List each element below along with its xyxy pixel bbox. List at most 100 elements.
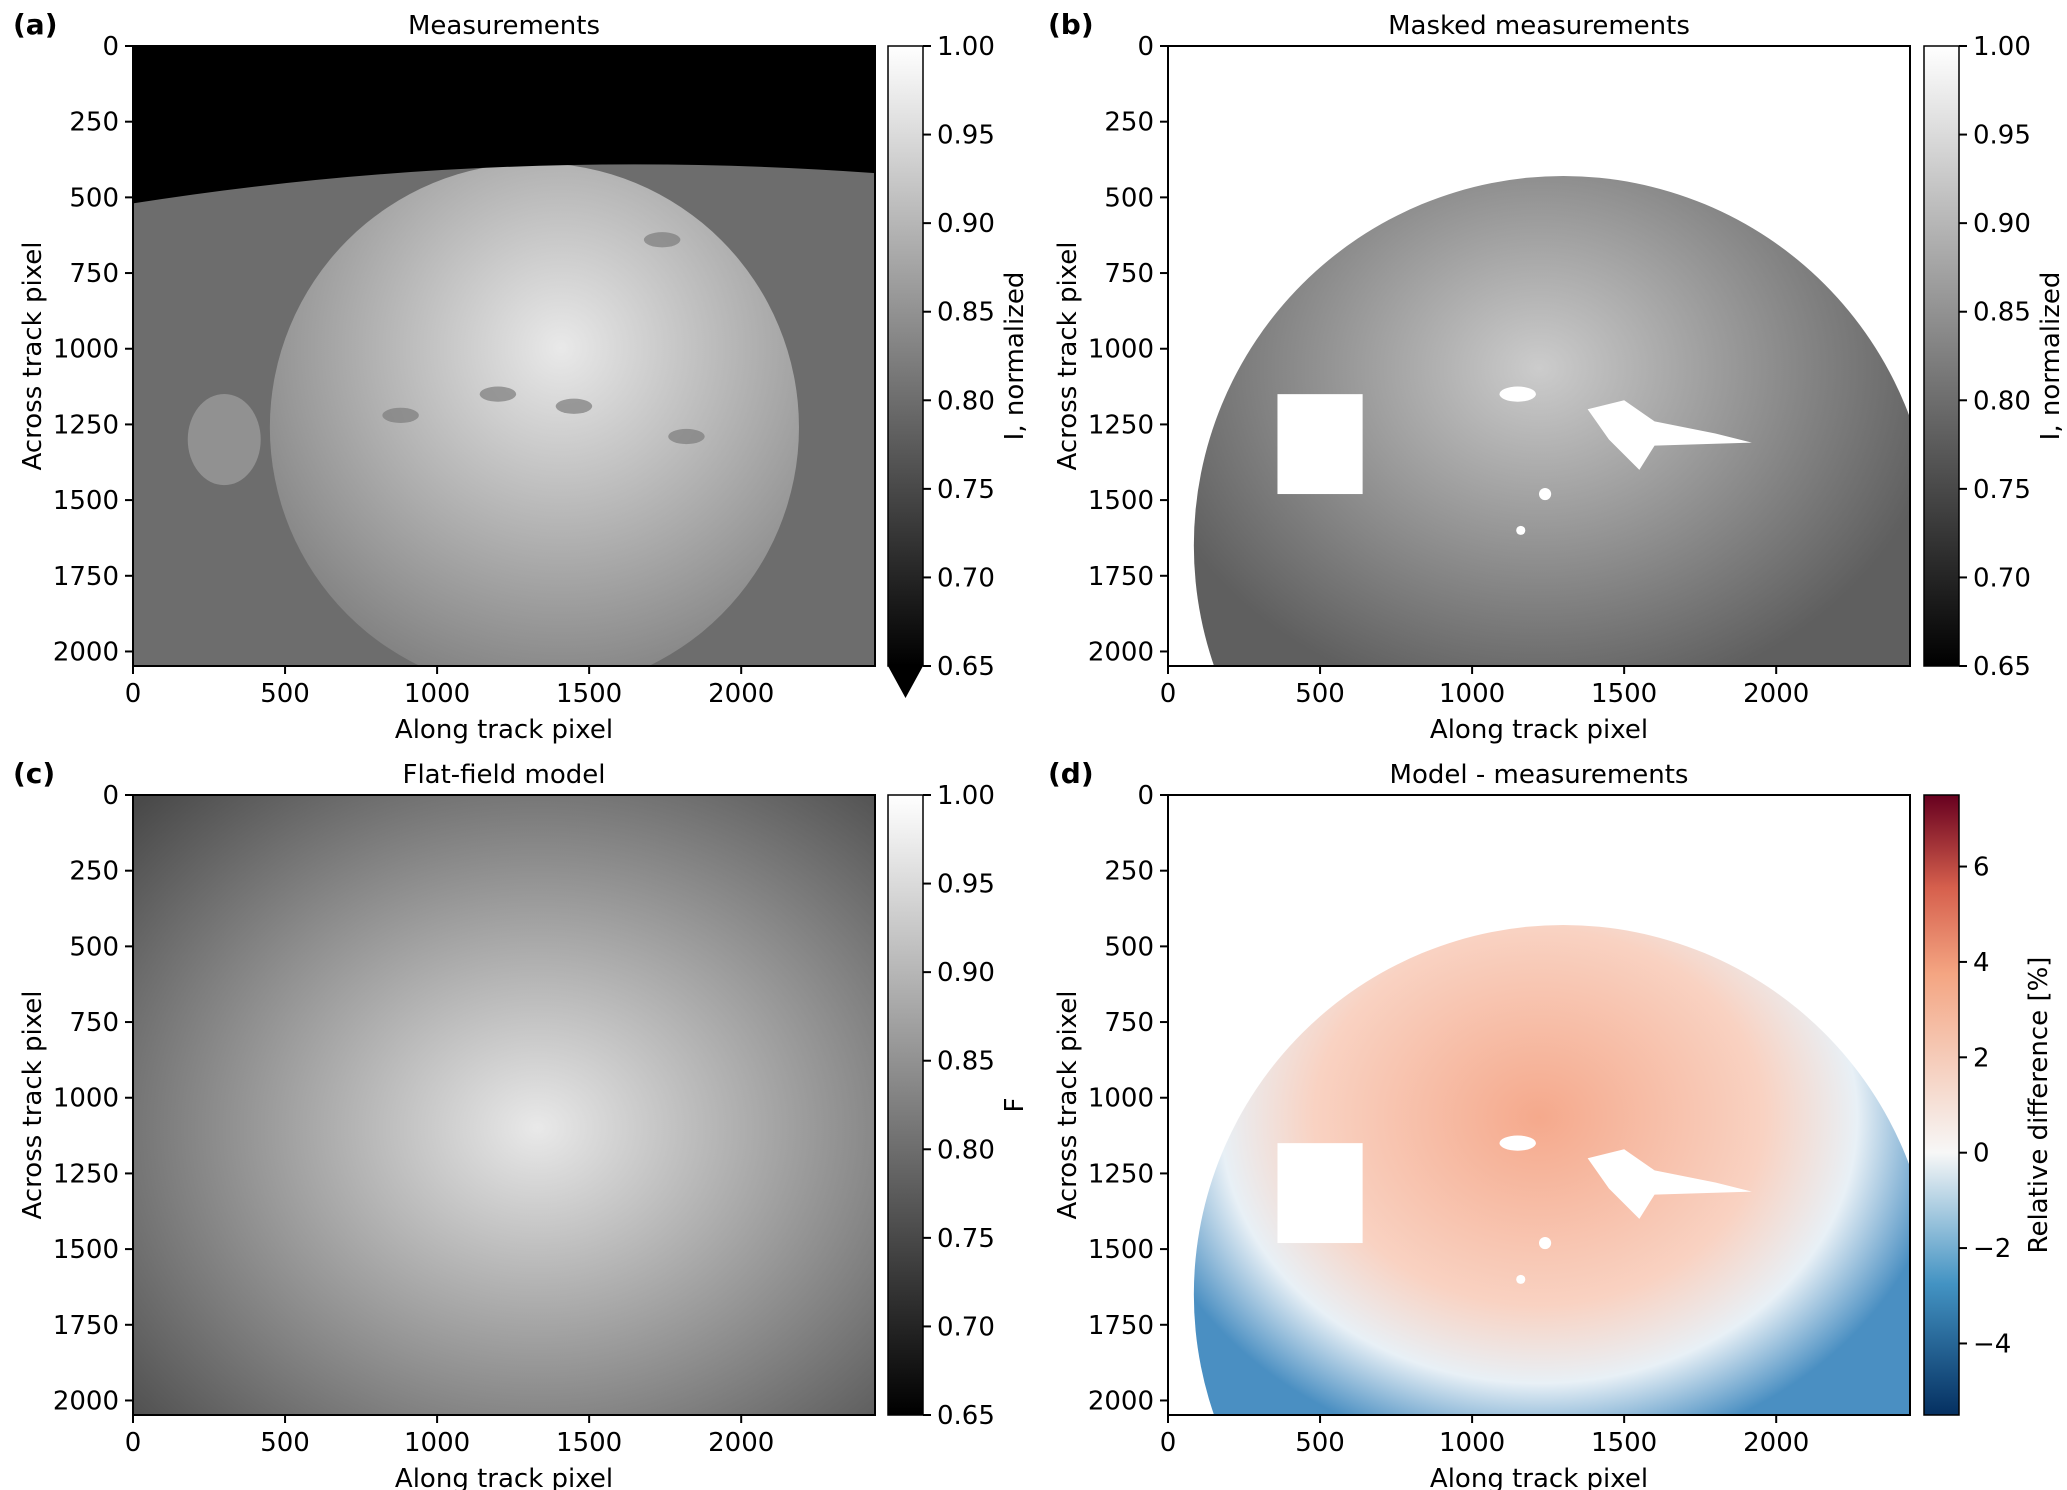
colorbar-tick-label: 0.95 <box>937 121 995 151</box>
masked-blob <box>1539 1236 1552 1250</box>
panel-title: Flat-field model <box>402 760 605 790</box>
x-tick-label: 500 <box>1295 679 1345 709</box>
flat-field-fill <box>133 795 875 1415</box>
x-tick-label: 0 <box>125 679 142 709</box>
image-area <box>1193 925 1910 1415</box>
colorbar-tick-label: 1.00 <box>937 781 995 811</box>
colorbar: 1.00 0.95 0.90 0.85 0.80 0.75 0.70 0.65 I, norma… <box>887 32 1030 698</box>
colorbar-tick-label: 0.90 <box>1973 209 2031 239</box>
masked-blob <box>1499 386 1536 402</box>
x-tick-label: 1000 <box>1439 1428 1505 1458</box>
masked-blob <box>1587 400 1752 470</box>
colorbar-gradient <box>1923 45 1960 667</box>
x-axis-label: Along track pixel <box>395 715 613 745</box>
x-tick-label: 2000 <box>708 1428 774 1458</box>
panel-title: Masked measurements <box>1388 11 1690 41</box>
y-tick-label: 250 <box>1104 857 1154 887</box>
colorbar-tick-label: 0.75 <box>937 475 995 505</box>
colorbar: 1.00 0.95 0.90 0.85 0.80 0.75 0.70 0.65 F <box>887 781 1030 1431</box>
masked-blob <box>1516 1274 1526 1284</box>
y-tick-label: 0 <box>102 781 119 811</box>
panel-label: (d) <box>1048 757 1094 790</box>
colorbar-tick-label: 0.70 <box>937 1312 995 1342</box>
y-tick-label: 0 <box>1137 781 1154 811</box>
y-tick-label: 250 <box>69 857 119 887</box>
panel-label: (b) <box>1048 8 1094 41</box>
y-tick-label: 0 <box>102 32 119 62</box>
x-tick-label: 2000 <box>708 679 774 709</box>
y-tick-label: 1250 <box>53 1159 119 1189</box>
x-tick-label: 2000 <box>1743 679 1809 709</box>
colorbar-tick-label: 0.65 <box>937 652 995 682</box>
bright-patch <box>187 393 261 486</box>
y-tick-label: 1500 <box>53 486 119 516</box>
colorbar-label: I, normalized <box>1000 272 1030 441</box>
image-area <box>133 795 875 1415</box>
colorbar-extend-arrow <box>888 666 923 698</box>
y-tick-label: 1750 <box>53 562 119 592</box>
x-axis-label: Along track pixel <box>1430 715 1648 745</box>
colorbar-label: Relative difference [%] <box>2024 957 2054 1254</box>
sun-disk <box>269 162 799 666</box>
colorbar-tick-label: 0.80 <box>1973 386 2031 416</box>
panel-a: 0 500 1000 1500 2000025050075010001250150017… <box>13 8 1030 745</box>
panel-label: (a) <box>13 8 58 41</box>
panel-label: (c) <box>13 757 55 790</box>
x-tick-label: 500 <box>260 1428 310 1458</box>
y-tick-label: 1750 <box>1088 562 1154 592</box>
y-tick-label: 750 <box>1104 1008 1154 1038</box>
axes-frame <box>132 794 876 1416</box>
colorbar-tick-label: −4 <box>1973 1329 2011 1359</box>
panel-b: 0 500 1000 1500 2000025050075010001250150017… <box>1048 8 2066 745</box>
colorbar-tick-label: 0.85 <box>1973 298 2031 328</box>
image-area <box>1193 176 1910 666</box>
colorbar-tick-label: 0 <box>1973 1139 1990 1169</box>
masked-blob <box>1499 1135 1536 1151</box>
axes-frame <box>1167 794 1911 1416</box>
x-tick-label: 0 <box>1160 1428 1177 1458</box>
colorbar-gradient <box>887 45 924 667</box>
y-axis-label: Across track pixel <box>1053 991 1083 1220</box>
image-area <box>133 46 875 666</box>
x-axis-label: Along track pixel <box>395 1464 613 1490</box>
y-tick-label: 1000 <box>53 1084 119 1114</box>
spot-0 <box>479 386 517 402</box>
dark-top-region <box>133 46 875 204</box>
x-tick-label: 0 <box>125 1428 142 1458</box>
colorbar-tick-label: 0.65 <box>1973 652 2031 682</box>
y-tick-label: 250 <box>69 108 119 138</box>
colorbar: 1.00 0.95 0.90 0.85 0.80 0.75 0.70 0.65 I, norma… <box>1923 32 2066 682</box>
axes-frame <box>1167 45 1911 667</box>
colorbar-tick-label: 0.75 <box>937 1224 995 1254</box>
colorbar-tick-label: 0.75 <box>1973 475 2031 505</box>
y-tick-label: 250 <box>1104 108 1154 138</box>
disk-fill <box>1193 925 1910 1415</box>
masked-rectangle <box>1277 1143 1363 1244</box>
x-tick-label: 1000 <box>404 1428 470 1458</box>
colorbar-tick-label: −2 <box>1973 1234 2011 1264</box>
colorbar-tick-label: 0.80 <box>937 1135 995 1165</box>
spot-1 <box>555 398 593 414</box>
masked-blob <box>1516 525 1526 535</box>
disk-region <box>1193 176 1910 666</box>
y-tick-label: 1500 <box>1088 1235 1154 1265</box>
x-tick-label: 1000 <box>1439 679 1505 709</box>
y-tick-label: 2000 <box>1088 1386 1154 1416</box>
colorbar-tick-label: 0.90 <box>937 958 995 988</box>
y-tick-label: 1500 <box>53 1235 119 1265</box>
colorbar-gradient <box>887 794 924 1416</box>
spot-3 <box>382 407 419 423</box>
panel-title: Model - measurements <box>1390 760 1689 790</box>
colorbar-tick-label: 0.70 <box>1973 563 2031 593</box>
x-tick-label: 1500 <box>1591 1428 1657 1458</box>
colorbar-tick-label: 2 <box>1973 1043 1990 1073</box>
masked-blob <box>1587 1149 1752 1219</box>
y-tick-label: 1750 <box>53 1311 119 1341</box>
colorbar-tick-label: 4 <box>1973 948 1990 978</box>
spot-4 <box>643 232 681 248</box>
x-axis-label: Along track pixel <box>1430 1464 1648 1490</box>
y-axis-label: Across track pixel <box>1053 242 1083 471</box>
colorbar-tick-label: 0.85 <box>937 1047 995 1077</box>
x-tick-label: 1500 <box>556 1428 622 1458</box>
